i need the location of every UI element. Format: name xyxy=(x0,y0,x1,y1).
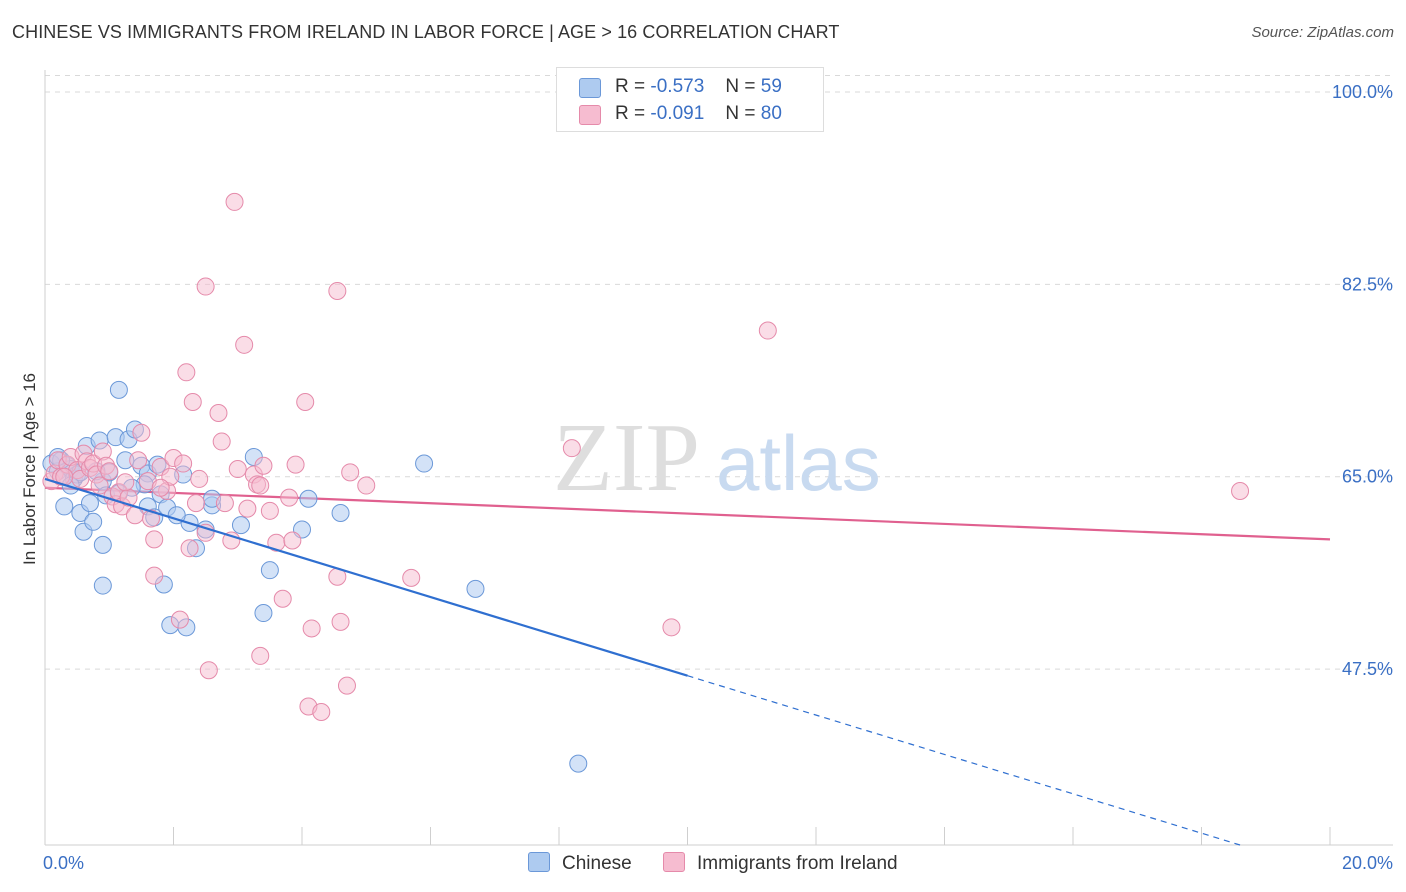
chinese-swatch xyxy=(579,78,601,98)
legend-n-label: N = xyxy=(725,76,756,97)
ireland-point xyxy=(273,589,292,608)
y-tick-label: 65.0% xyxy=(1342,467,1393,487)
ireland-point xyxy=(177,363,196,382)
chinese-point xyxy=(55,497,74,516)
legend: R = -0.573 N = 59 R = -0.091 N = 80 xyxy=(556,67,824,132)
ireland-point xyxy=(209,403,228,422)
ireland-swatch xyxy=(579,105,601,125)
chinese-point xyxy=(93,535,112,554)
ireland-point xyxy=(186,494,205,513)
chinese-point xyxy=(109,380,128,399)
ireland-point xyxy=(225,192,244,211)
x-tick-label: 20.0% xyxy=(1342,853,1393,873)
ireland-point xyxy=(341,463,360,482)
ireland-swatch xyxy=(663,852,685,872)
ireland-point xyxy=(357,476,376,495)
chinese-point xyxy=(93,576,112,595)
ireland-point xyxy=(280,488,299,507)
chinese-point xyxy=(299,489,318,508)
ireland-point xyxy=(151,478,170,497)
ireland-point xyxy=(174,454,193,473)
ireland-point xyxy=(199,661,218,680)
chinese-point xyxy=(466,579,485,598)
watermark: ZIP atlas xyxy=(553,404,881,512)
legend-r-label: R = xyxy=(615,76,646,97)
ireland-point xyxy=(254,456,273,475)
chinese-point xyxy=(260,561,279,580)
ireland-point xyxy=(132,423,151,442)
ireland-point xyxy=(337,676,356,695)
ireland-point xyxy=(331,612,350,631)
ireland-point xyxy=(145,566,164,585)
ireland-point xyxy=(170,610,189,629)
chinese-point xyxy=(84,512,103,531)
legend-n-value: 80 xyxy=(760,103,782,124)
chinese-trend-line xyxy=(44,477,688,677)
ireland-point xyxy=(190,469,209,488)
ireland-point xyxy=(328,281,347,300)
chinese-point xyxy=(331,504,350,523)
ireland-point xyxy=(260,501,279,520)
ireland-point xyxy=(286,455,305,474)
bottom-legend-chinese: Chinese xyxy=(528,852,632,875)
ireland-point xyxy=(283,531,302,550)
y-tick-label: 100.0% xyxy=(1332,82,1393,102)
chinese-point xyxy=(80,494,99,513)
bottom-legend-ireland-label: Immigrants from Ireland xyxy=(697,853,898,874)
chinese-point xyxy=(254,604,273,623)
legend-r-value: -0.573 xyxy=(650,76,705,97)
ireland-point xyxy=(1231,482,1250,501)
y-tick-label: 47.5% xyxy=(1342,659,1393,679)
y-tick-label: 82.5% xyxy=(1342,274,1393,294)
ireland-point xyxy=(312,702,331,721)
grid-lines xyxy=(45,74,1393,670)
ireland-point xyxy=(215,494,234,513)
ireland-point xyxy=(196,277,215,296)
ireland-point xyxy=(100,462,119,481)
x-tick-label: 0.0% xyxy=(43,853,84,873)
chart-title: CHINESE VS IMMIGRANTS FROM IRELAND IN LA… xyxy=(12,22,840,42)
ireland-point xyxy=(180,539,199,558)
ireland-point xyxy=(758,321,777,340)
ireland-point xyxy=(402,568,421,587)
ireland-point xyxy=(296,392,315,411)
chinese-swatch xyxy=(528,852,550,872)
ireland-point xyxy=(302,619,321,638)
chinese-point xyxy=(231,516,250,535)
y-axis-label: In Labor Force | Age > 16 xyxy=(20,372,39,565)
ireland-point xyxy=(235,335,254,354)
ireland-point xyxy=(116,473,135,492)
bottom-legend-chinese-label: Chinese xyxy=(562,853,632,874)
ireland-point xyxy=(145,530,164,549)
y-tick-labels: 47.5% 65.0% 82.5% 100.0% xyxy=(1332,82,1393,679)
chinese-point xyxy=(569,754,588,773)
ireland-point xyxy=(228,460,247,479)
ireland-trend-line xyxy=(44,486,1331,541)
legend-r-value: -0.091 xyxy=(650,103,705,124)
chinese-trend-extension xyxy=(687,675,1241,846)
bottom-legend-ireland: Immigrants from Ireland xyxy=(663,852,898,875)
watermark-atlas: atlas xyxy=(716,419,881,507)
source-label: Source: ZipAtlas.com xyxy=(1251,24,1394,41)
ireland-point xyxy=(90,476,109,495)
x-tick-labels: 0.0% 20.0% xyxy=(43,853,1393,873)
ireland-point xyxy=(212,432,231,451)
legend-n-value: 59 xyxy=(760,76,782,97)
ireland-point xyxy=(129,451,148,470)
watermark-zip: ZIP xyxy=(553,404,700,512)
ireland-point xyxy=(238,499,257,518)
ireland-point xyxy=(562,439,581,458)
ireland-points xyxy=(42,192,1250,721)
ireland-point xyxy=(662,618,681,637)
ireland-point xyxy=(251,476,270,495)
legend-r-label: R = xyxy=(615,103,646,124)
ireland-trend-layer xyxy=(44,486,1331,541)
chinese-trend-layer xyxy=(44,477,1241,846)
ireland-point xyxy=(142,509,161,528)
chinese-point xyxy=(415,454,434,473)
ireland-point xyxy=(183,392,202,411)
legend-n-label: N = xyxy=(725,103,756,124)
ireland-point xyxy=(251,646,270,665)
